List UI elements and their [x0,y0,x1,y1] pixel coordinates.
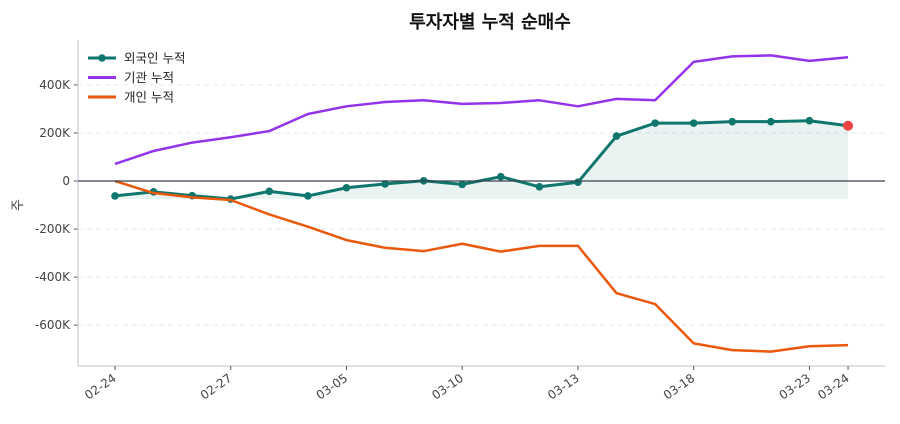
foreign-fill-area [115,120,849,200]
x-tick-label: 02-27 [198,371,235,402]
foreign-point [612,132,621,140]
individual-line [114,179,849,353]
foreign-point [535,182,544,191]
foreign-point [651,119,659,127]
y-tick-label: -400K [35,270,71,284]
foreign-last-point [843,120,854,131]
foreign-point [304,192,312,200]
foreign-point [767,117,775,126]
x-tick-label: 03-05 [314,371,351,402]
legend-label: 외국인 누적 [124,51,185,66]
x-tick-label: 03-10 [429,371,466,402]
foreign-point [728,117,737,126]
y-tick-label: 200K [39,126,71,140]
y-tick-label: 0 [62,174,70,188]
chart-title: 투자자별 누적 순매수 [409,12,571,33]
legend-label: 기관 누적 [124,70,174,85]
foreign-point [497,172,505,181]
y-tick-label: 400K [39,78,71,92]
legend-marker [98,54,106,62]
foreign-point [111,192,119,200]
institution-line [114,54,849,166]
x-tick-label: 03-13 [545,371,582,402]
foreign-point [265,187,274,196]
foreign-point [805,116,814,125]
y-tick-label: -200K [35,222,71,236]
foreign-point [689,119,698,127]
x-tick-label: 03-18 [661,371,698,402]
x-tick-label: 03-24 [815,371,852,402]
y-axis-label: 주 [11,199,26,211]
legend-label: 개인 누적 [124,90,174,105]
foreign-point [381,180,389,188]
x-tick-label: 03-23 [777,371,814,402]
foreign-point [342,183,351,192]
foreign-point [458,180,467,189]
foreign-point [574,178,582,187]
y-tick-label: -600K [35,318,71,332]
x-tick-label: 02-24 [82,371,119,402]
